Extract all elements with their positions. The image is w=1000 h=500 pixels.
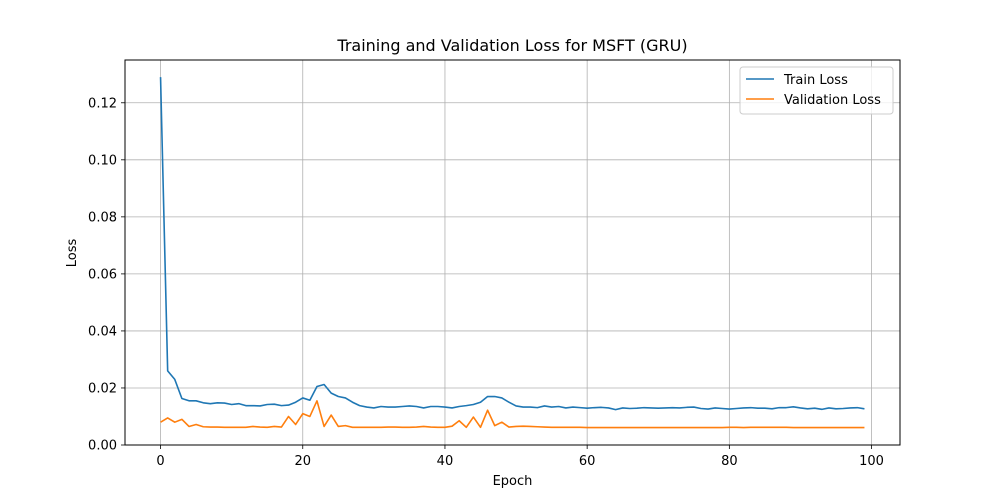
legend: Train Loss Validation Loss <box>739 66 894 115</box>
series-line-validation-loss <box>160 399 865 429</box>
y-axis-label: Loss <box>65 239 80 268</box>
legend-box <box>739 66 894 115</box>
y-tick-label: 0.00 <box>88 439 117 454</box>
y-tick-label: 0.08 <box>88 210 117 225</box>
x-tick-label: 80 <box>721 454 738 469</box>
y-tick-label: 0.04 <box>88 324 117 339</box>
chart-title: Training and Validation Loss for MSFT (G… <box>336 36 687 55</box>
x-tick-label: 100 <box>859 454 884 469</box>
x-axis: 0 20 40 60 80 100 <box>156 445 884 469</box>
legend-label-train-loss: Train Loss <box>783 73 848 88</box>
y-tick-label: 0.02 <box>88 381 117 396</box>
y-tick-label: 0.10 <box>88 153 117 168</box>
plot-frame <box>124 59 901 446</box>
y-tick-label: 0.12 <box>88 96 117 111</box>
x-tick-label: 60 <box>579 454 596 469</box>
series-layer <box>159 77 865 429</box>
y-axis: 0.00 0.02 0.04 0.06 0.08 0.10 0.12 <box>88 96 125 454</box>
x-tick-label: 40 <box>437 454 454 469</box>
x-axis-label: Epoch <box>493 474 533 489</box>
legend-label-validation-loss: Validation Loss <box>784 93 881 108</box>
x-tick-label: 20 <box>294 454 311 469</box>
x-tick-label: 0 <box>156 454 164 469</box>
series-line-train-loss <box>159 77 865 411</box>
y-tick-label: 0.06 <box>88 267 117 282</box>
